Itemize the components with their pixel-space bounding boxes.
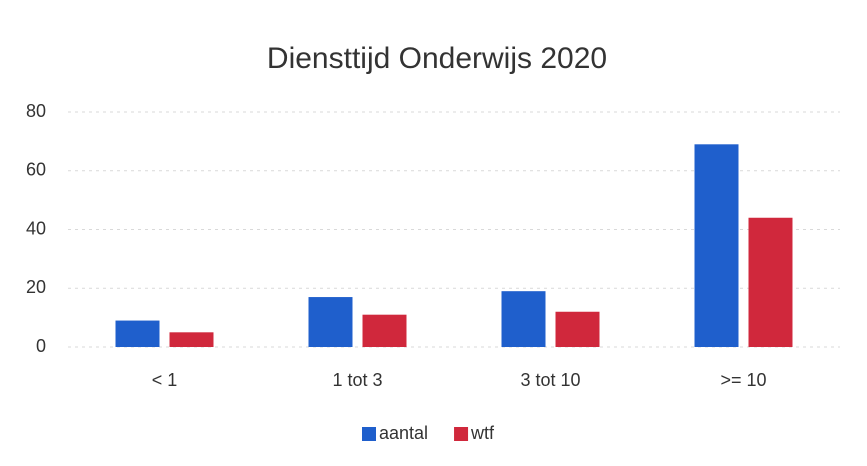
bar xyxy=(694,144,739,347)
x-tick-label: >= 10 xyxy=(720,370,766,390)
bar xyxy=(115,320,160,347)
legend-swatch xyxy=(362,427,376,441)
x-tick-label: 1 tot 3 xyxy=(332,370,382,390)
legend-swatch xyxy=(454,427,469,441)
legend-label: wtf xyxy=(470,423,495,443)
bar xyxy=(555,311,600,347)
bar xyxy=(308,297,353,347)
bar xyxy=(169,332,214,347)
y-tick-label: 40 xyxy=(26,218,46,238)
y-tick-label: 0 xyxy=(36,336,46,356)
bar xyxy=(748,217,793,347)
y-tick-label: 80 xyxy=(26,101,46,121)
y-tick-label: 20 xyxy=(26,277,46,297)
y-tick-label: 60 xyxy=(26,160,46,180)
bar xyxy=(501,291,546,347)
x-tick-label: 3 tot 10 xyxy=(520,370,580,390)
chart-title: Diensttijd Onderwijs 2020 xyxy=(267,42,607,75)
x-tick-label: < 1 xyxy=(152,370,178,390)
bar xyxy=(362,314,407,347)
legend-label: aantal xyxy=(379,423,428,443)
